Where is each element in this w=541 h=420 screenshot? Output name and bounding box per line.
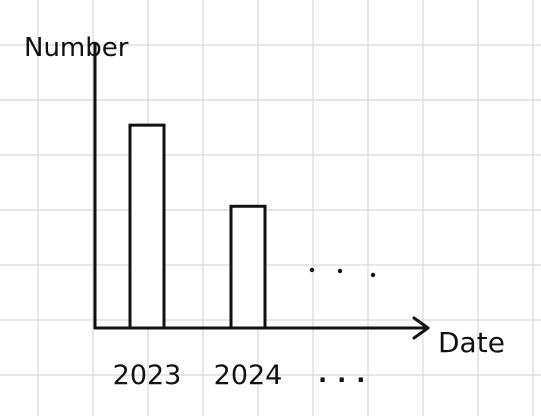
bars	[128, 123, 267, 330]
x-axis-label: Date	[438, 326, 505, 359]
x-tick-label: 2023	[113, 360, 182, 391]
x-axis-arrowhead	[412, 316, 430, 340]
tick-continuation-label: ...	[318, 360, 375, 388]
x-tick-label: 2024	[214, 360, 283, 391]
bar-2023	[128, 123, 166, 330]
x-tick-labels: 2023 2024	[113, 360, 283, 391]
y-axis-label: Number	[24, 33, 129, 63]
bar-2024	[229, 204, 267, 330]
continuation-dot	[337, 268, 343, 274]
continuation-dot	[370, 272, 376, 278]
continuation-marks	[309, 267, 376, 278]
continuation-dot	[309, 267, 315, 273]
